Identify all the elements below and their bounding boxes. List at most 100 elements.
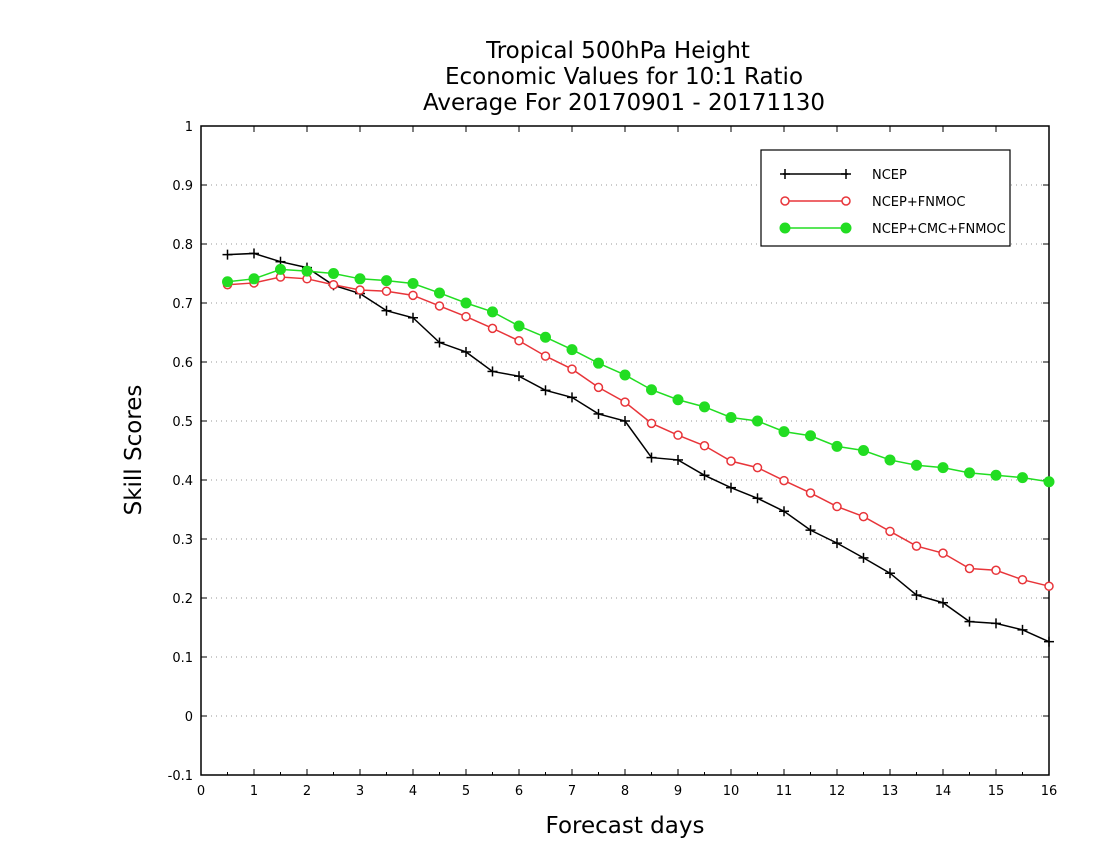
legend-swatch-marker	[840, 222, 852, 234]
data-point-ncep-fnmoc	[699, 441, 710, 451]
x-tick-label: 11	[776, 784, 793, 799]
data-point-ncep	[858, 552, 869, 563]
data-point-ncep-fnmoc	[752, 462, 763, 473]
series-ncep-fnmoc	[222, 272, 1054, 591]
data-point-ncep-cmc-fnmoc	[805, 430, 816, 442]
data-point-ncep-fnmoc	[779, 475, 789, 486]
data-point-ncep-fnmoc	[540, 351, 551, 361]
x-axis-label: Forecast days	[546, 813, 705, 839]
chart-title-line-3: Average For 20170901 - 20171130	[423, 90, 825, 116]
data-point-ncep-fnmoc	[885, 526, 895, 537]
data-point-ncep-fnmoc	[514, 336, 524, 346]
data-point-ncep-cmc-fnmoc	[619, 369, 631, 381]
data-point-ncep	[938, 597, 948, 608]
x-tick-label: 13	[882, 784, 899, 799]
x-tick-label: 14	[935, 784, 952, 799]
data-point-ncep-cmc-fnmoc	[699, 401, 710, 413]
y-tick-label: 0.7	[172, 297, 193, 312]
y-tick-label: 0.6	[172, 356, 193, 371]
x-tick-label: 2	[303, 784, 311, 799]
y-tick-label: 0.5	[172, 415, 193, 430]
data-point-ncep-cmc-fnmoc	[248, 273, 260, 285]
series-line-ncep	[227, 252, 1050, 643]
data-point-ncep-cmc-fnmoc	[858, 445, 869, 456]
data-point-ncep-cmc-fnmoc	[778, 426, 790, 438]
data-point-ncep-cmc-fnmoc	[381, 275, 392, 287]
grid-lines	[201, 184, 1049, 717]
data-point-ncep	[540, 385, 551, 396]
series-ncep	[222, 248, 1054, 647]
y-tick-label: 0.2	[172, 592, 193, 607]
data-point-ncep-fnmoc	[938, 548, 948, 558]
legend-label: NCEP+FNMOC	[872, 195, 965, 210]
data-point-ncep-fnmoc	[1044, 581, 1054, 591]
series-line-ncep-cmc-fnmoc	[227, 268, 1050, 483]
data-point-ncep	[911, 590, 922, 601]
data-point-ncep-cmc-fnmoc	[487, 306, 498, 318]
y-tick-label: 0.1	[172, 651, 193, 666]
x-tick-label: 15	[988, 784, 1005, 799]
data-point-ncep	[593, 408, 604, 419]
data-point-ncep-fnmoc	[434, 301, 445, 311]
data-point-ncep	[805, 525, 816, 536]
legend-swatch-marker	[779, 222, 791, 234]
data-point-ncep-cmc-fnmoc	[831, 440, 843, 452]
data-point-ncep-cmc-fnmoc	[513, 320, 525, 332]
data-point-ncep-cmc-fnmoc	[434, 287, 445, 299]
data-point-ncep-cmc-fnmoc	[672, 394, 684, 406]
data-point-ncep-cmc-fnmoc	[540, 331, 551, 343]
data-point-ncep-fnmoc	[991, 565, 1001, 576]
data-point-ncep-fnmoc	[858, 511, 869, 522]
data-point-ncep-cmc-fnmoc	[884, 454, 896, 466]
data-point-ncep-cmc-fnmoc	[328, 268, 339, 279]
x-tick-label: 0	[197, 784, 205, 799]
data-point-ncep	[514, 371, 524, 382]
y-tick-label: 1	[185, 120, 193, 135]
data-point-ncep-fnmoc	[964, 563, 975, 574]
data-point-ncep	[991, 618, 1001, 629]
data-point-ncep	[408, 312, 418, 323]
data-series	[222, 248, 1055, 647]
data-point-ncep-fnmoc	[911, 541, 922, 551]
data-point-ncep-fnmoc	[461, 311, 471, 322]
legend-box	[760, 149, 1011, 247]
y-tick-label: -0.1	[168, 769, 193, 784]
data-point-ncep-fnmoc	[487, 323, 498, 334]
data-point-ncep-cmc-fnmoc	[1043, 476, 1055, 488]
data-point-ncep-fnmoc	[832, 501, 842, 512]
data-point-ncep	[646, 452, 657, 463]
data-point-ncep-cmc-fnmoc	[460, 297, 472, 309]
data-point-ncep-fnmoc	[328, 279, 339, 290]
x-tick-label: 3	[356, 784, 364, 799]
chart-title: Tropical 500hPa Height Economic Values f…	[423, 38, 825, 116]
data-point-ncep-cmc-fnmoc	[275, 263, 286, 275]
data-point-ncep-cmc-fnmoc	[937, 462, 949, 474]
x-tick-label: 7	[568, 784, 576, 799]
data-point-ncep	[620, 416, 630, 426]
x-tick-label: 12	[829, 784, 846, 799]
data-point-ncep-cmc-fnmoc	[725, 411, 737, 423]
legend-entry-ncep-cmc-fnmoc: NCEP+CMC+FNMOC	[779, 222, 1006, 237]
data-point-ncep-cmc-fnmoc	[964, 467, 975, 479]
data-point-ncep	[726, 482, 736, 493]
y-tick-label: 0	[185, 710, 193, 725]
x-tick-label: 10	[723, 784, 740, 799]
data-point-ncep-cmc-fnmoc	[354, 273, 366, 285]
data-point-ncep	[222, 249, 233, 260]
legend-swatch-marker	[841, 196, 851, 206]
legend-swatch-marker	[780, 196, 790, 206]
data-point-ncep	[832, 538, 842, 549]
data-point-ncep-cmc-fnmoc	[301, 265, 313, 277]
data-point-ncep-cmc-fnmoc	[752, 415, 763, 427]
x-tick-label: 5	[462, 784, 470, 799]
legend-label: NCEP	[872, 168, 907, 183]
series-ncep-cmc-fnmoc	[222, 263, 1055, 488]
data-point-ncep	[381, 305, 392, 316]
data-point-ncep-cmc-fnmoc	[646, 384, 657, 396]
data-point-ncep-cmc-fnmoc	[222, 276, 233, 288]
legend: NCEP NCEP+FNMOC NCEP+CMC+FNMOC	[760, 149, 1011, 247]
data-point-ncep-cmc-fnmoc	[593, 357, 604, 369]
y-tick-label: 0.4	[172, 474, 193, 489]
legend-swatch-marker	[841, 169, 851, 179]
data-point-ncep-fnmoc	[646, 418, 657, 429]
